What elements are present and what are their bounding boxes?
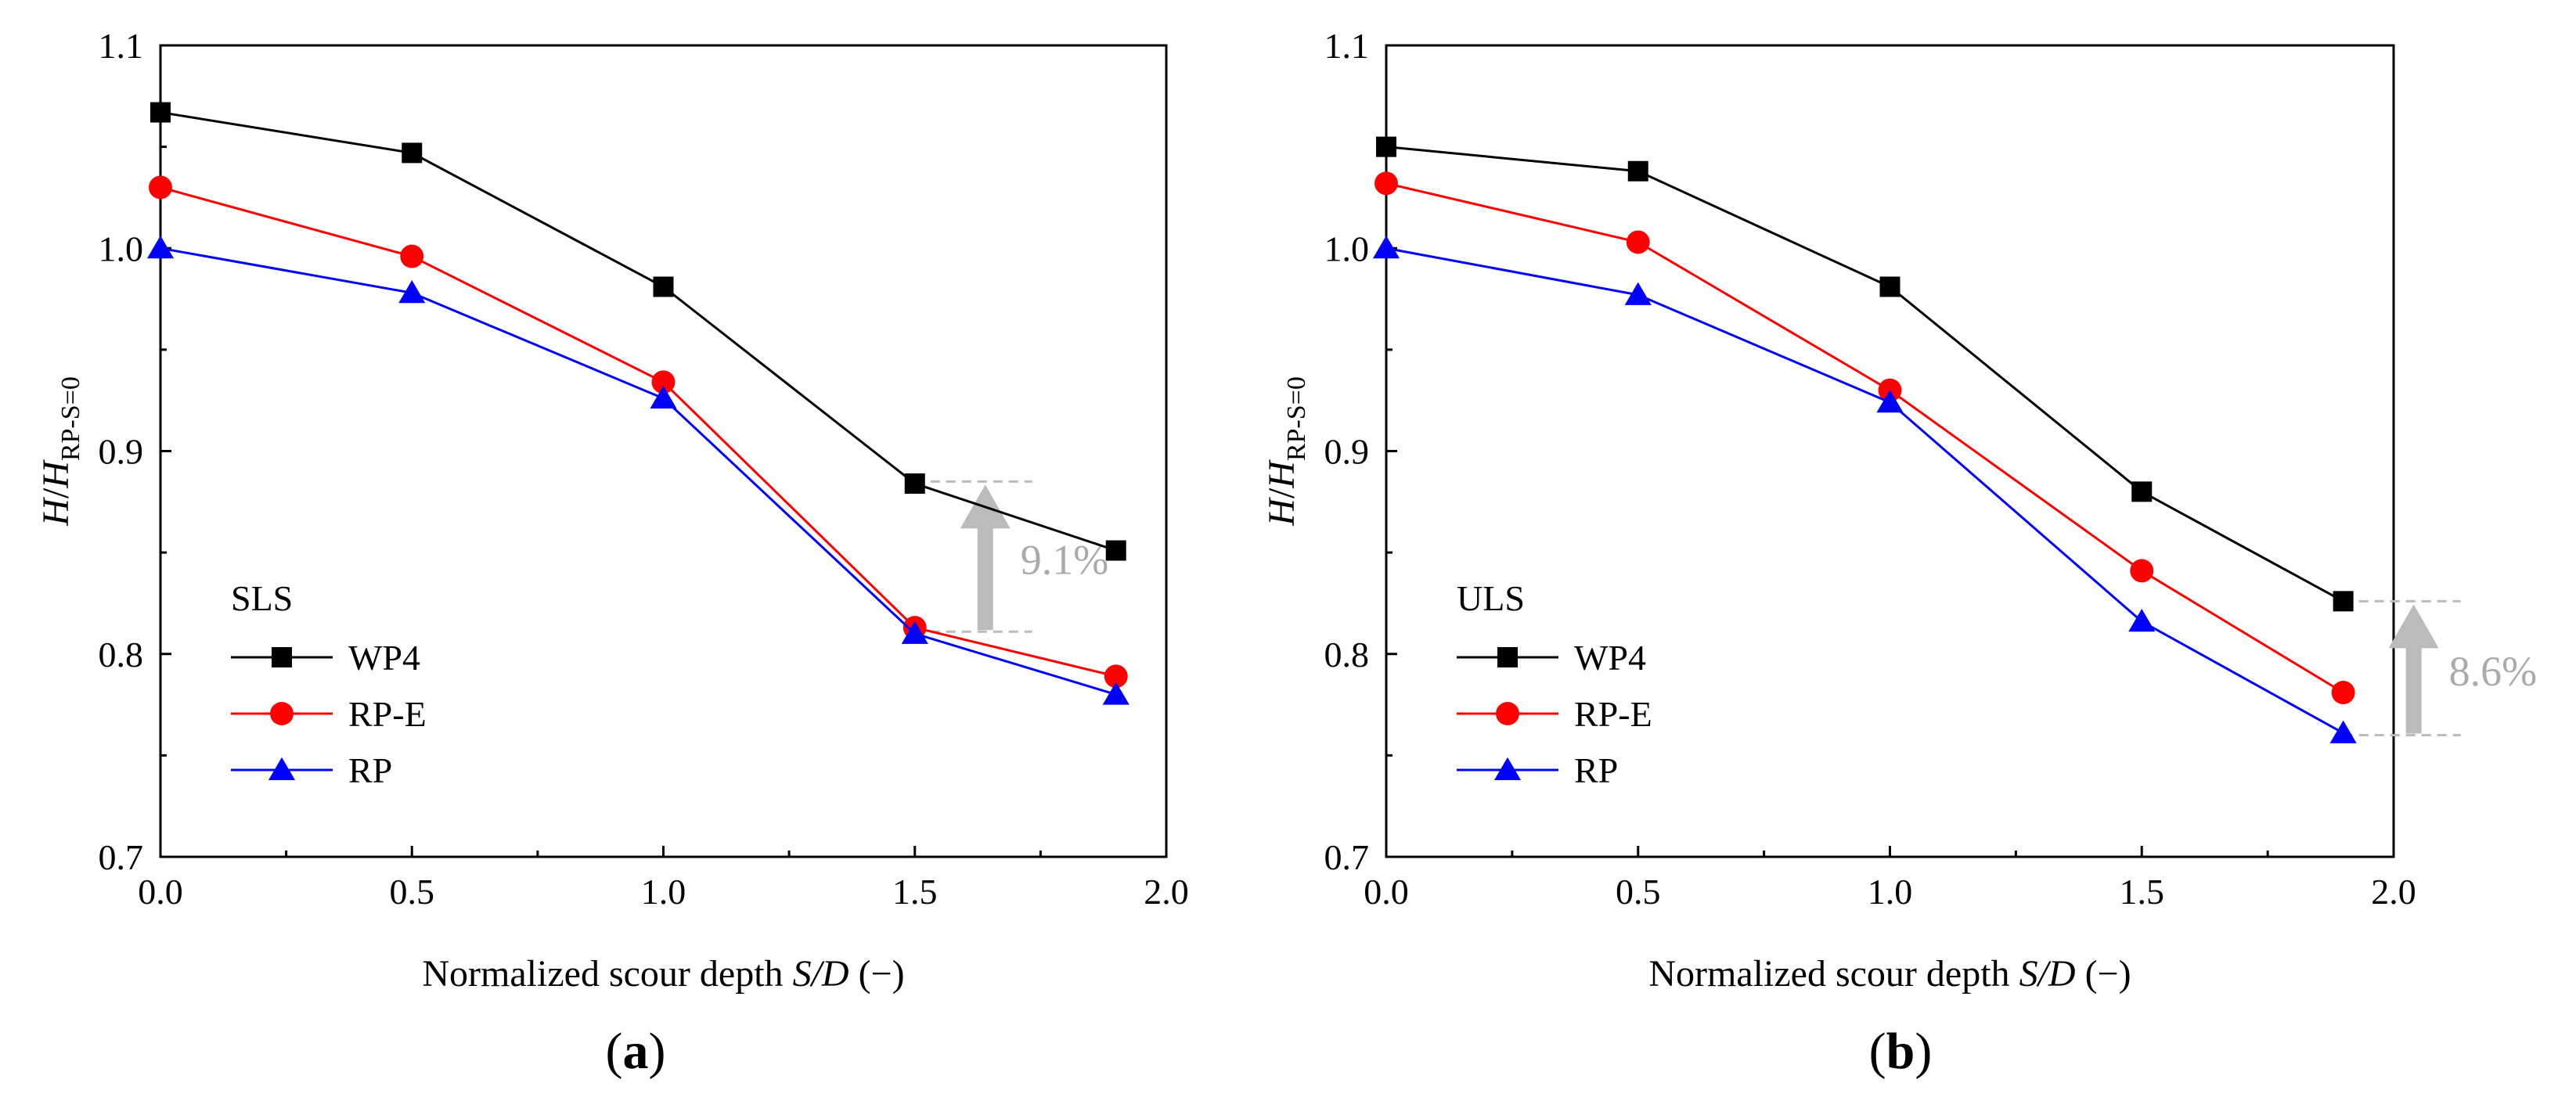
legend-label-rp: RP xyxy=(1574,750,1618,790)
x-axis-title: Normalized scour depth S/D (−) xyxy=(422,953,904,995)
legend-label-wp4: WP4 xyxy=(1574,638,1646,678)
data-point-wp4 xyxy=(1879,276,1900,297)
y-tick-label: 1.0 xyxy=(99,228,144,268)
legend-title: ULS xyxy=(1457,578,1525,618)
data-point-rp xyxy=(650,385,677,409)
data-point-wp4 xyxy=(150,102,171,123)
data-point-wp4 xyxy=(904,473,925,494)
legend-label-wp4: WP4 xyxy=(348,638,420,678)
data-point-rp xyxy=(2128,609,2156,632)
chart-panel-b: 0.0 0.5 1.0 1.5 2.0 0.7 0.8 0.9 1.0 1.1 Normalized… xyxy=(1261,26,2537,995)
y-axis-title: H/HRP-S=0 xyxy=(1261,376,1311,527)
legend-title: SLS xyxy=(231,578,293,618)
y-tick-label: 1.0 xyxy=(1324,228,1370,268)
chart-panel-a: 0.0 0.5 1.0 1.5 2.0 0.7 0.8 0.9 1.0 1.1 Normalized… xyxy=(35,26,1189,995)
x-tick-label: 1.0 xyxy=(1868,872,1913,912)
y-tick-label: 0.9 xyxy=(1324,432,1370,472)
series-rp xyxy=(146,236,1129,705)
x-tick-label: 2.0 xyxy=(2371,872,2416,912)
x-tick-label: 0.0 xyxy=(1364,872,1409,912)
legend-b: ULS WP4 RP-E RP xyxy=(1457,578,1652,790)
x-tick-label: 1.5 xyxy=(2120,872,2165,912)
data-point-rp-e xyxy=(149,175,172,200)
x-tick-label: 1.0 xyxy=(641,872,686,912)
legend-a: SLS WP4 RP-E RP xyxy=(231,578,427,790)
y-tick-label: 0.7 xyxy=(99,837,144,877)
data-point-rp-e xyxy=(1626,230,1650,254)
y-tick-label: 1.1 xyxy=(99,26,144,66)
data-point-wp4 xyxy=(402,142,423,164)
x-tick-label: 0.0 xyxy=(138,872,183,912)
legend-marker-wp4 xyxy=(1497,647,1518,667)
y-tick-label: 0.8 xyxy=(1324,635,1370,675)
data-point-wp4 xyxy=(2131,481,2153,502)
data-point-rp xyxy=(1372,236,1400,259)
series-rp xyxy=(1372,236,2357,743)
x-axis-title: Normalized scour depth S/D (−) xyxy=(1648,953,2131,995)
data-point-rp-e xyxy=(400,244,424,268)
series-wp4 xyxy=(1376,136,2354,612)
data-point-rp xyxy=(1102,682,1129,705)
y-tick-label: 1.1 xyxy=(1324,26,1370,66)
x-tick-label: 0.5 xyxy=(390,872,435,912)
data-point-wp4 xyxy=(1105,540,1126,561)
legend-marker-wp4 xyxy=(272,647,292,667)
series-wp4 xyxy=(150,102,1126,561)
annotation-text: 8.6% xyxy=(2449,648,2537,695)
annotation-arrow-shaft xyxy=(977,527,993,631)
legend-marker-rp-e xyxy=(1496,702,1519,725)
data-point-wp4 xyxy=(653,276,674,297)
data-point-rp xyxy=(2329,720,2357,743)
data-point-rp xyxy=(1876,390,1904,413)
x-tick-label: 2.0 xyxy=(1144,872,1189,912)
legend-label-rp-e: RP-E xyxy=(1574,694,1652,734)
data-point-rp xyxy=(398,280,426,304)
data-point-rp-e xyxy=(1104,664,1128,689)
data-point-rp xyxy=(1624,282,1652,305)
data-point-wp4 xyxy=(2333,591,2354,612)
y-tick-label: 0.8 xyxy=(99,635,144,675)
data-point-rp xyxy=(901,621,928,644)
y-tick-label: 0.7 xyxy=(1324,837,1370,877)
data-point-rp-e xyxy=(1374,171,1398,196)
legend-label-rp: RP xyxy=(348,750,392,790)
data-point-rp-e xyxy=(2331,681,2355,704)
y-axis-title: H/HRP-S=0 xyxy=(35,376,85,527)
y-tick-label: 0.9 xyxy=(99,432,144,472)
legend-marker-rp xyxy=(1493,757,1522,780)
panel-b-label: (b) xyxy=(1869,1023,1933,1080)
legend-marker-rp xyxy=(268,757,296,780)
panel-a-label: (a) xyxy=(606,1023,666,1080)
data-point-rp xyxy=(146,236,175,259)
data-point-wp4 xyxy=(1627,160,1648,182)
x-tick-label: 1.5 xyxy=(892,872,938,912)
annotation-arrow-head xyxy=(2388,604,2439,649)
annotation-b: 8.6% xyxy=(2343,599,2537,736)
data-point-rp-e xyxy=(651,370,676,394)
x-tick-label: 0.5 xyxy=(1616,872,1661,912)
legend-label-rp-e: RP-E xyxy=(348,694,427,734)
legend-marker-rp-e xyxy=(270,702,294,725)
data-point-wp4 xyxy=(1376,136,1396,157)
annotation-arrow-shaft xyxy=(2405,646,2422,734)
data-point-rp-e xyxy=(2130,559,2154,583)
